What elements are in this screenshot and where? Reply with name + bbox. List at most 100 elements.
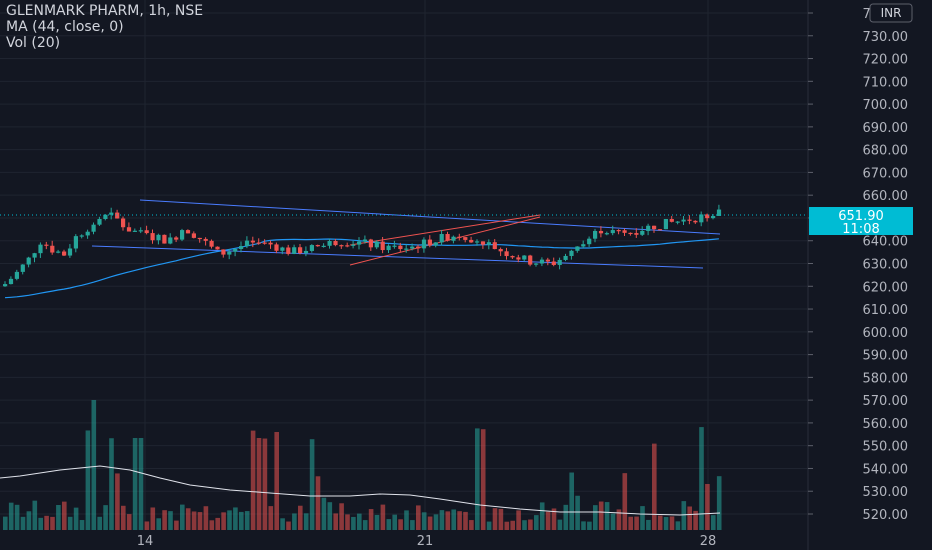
candle[interactable] <box>56 249 61 254</box>
candle[interactable] <box>227 248 232 260</box>
candle[interactable] <box>26 256 31 268</box>
candle[interactable] <box>156 233 161 245</box>
candle[interactable] <box>374 240 379 250</box>
candle[interactable] <box>687 215 692 225</box>
candle[interactable] <box>244 236 250 249</box>
candle[interactable] <box>433 242 438 248</box>
candle[interactable] <box>138 227 143 234</box>
candle[interactable] <box>85 229 90 239</box>
candle[interactable] <box>675 221 680 225</box>
price-axis[interactable]: 520.00 530.00 540.00 550.00 560.00 570.00 580.… <box>808 7 908 523</box>
candle[interactable] <box>215 246 220 250</box>
candle[interactable] <box>14 269 19 281</box>
candle[interactable] <box>209 239 214 249</box>
candle[interactable] <box>557 257 562 270</box>
candle[interactable] <box>469 236 474 243</box>
candle[interactable] <box>534 262 539 267</box>
candle[interactable] <box>274 242 279 254</box>
candle[interactable] <box>545 257 550 266</box>
candle[interactable] <box>427 235 432 248</box>
candle[interactable] <box>657 229 663 231</box>
candle[interactable] <box>174 236 179 243</box>
candle[interactable] <box>203 237 208 246</box>
candle[interactable] <box>233 248 238 257</box>
trendlines[interactable] <box>91 199 721 269</box>
candle[interactable] <box>327 238 332 249</box>
candle[interactable] <box>622 228 627 237</box>
candle[interactable] <box>321 243 326 248</box>
candle[interactable] <box>185 229 191 234</box>
candle[interactable] <box>121 216 126 231</box>
candle[interactable] <box>132 228 137 232</box>
candle[interactable] <box>475 239 480 246</box>
candle[interactable] <box>516 254 521 263</box>
candle[interactable] <box>286 244 291 256</box>
candle[interactable] <box>303 246 309 257</box>
currency-badge[interactable]: INR <box>869 3 913 23</box>
candle[interactable] <box>262 239 267 245</box>
candle[interactable] <box>634 228 639 238</box>
candle[interactable] <box>610 225 615 236</box>
candle[interactable] <box>416 244 421 254</box>
candle[interactable] <box>268 240 273 249</box>
candle[interactable] <box>663 218 668 230</box>
candle[interactable] <box>3 281 8 287</box>
candle[interactable] <box>362 235 368 244</box>
candle[interactable] <box>616 229 621 235</box>
candle[interactable] <box>109 207 114 220</box>
candle[interactable] <box>44 241 49 250</box>
candle[interactable] <box>197 237 202 243</box>
candle[interactable] <box>445 231 450 242</box>
candle[interactable] <box>569 249 574 260</box>
candle[interactable] <box>191 231 196 239</box>
candle[interactable] <box>50 240 55 255</box>
candle[interactable] <box>150 229 155 244</box>
candles[interactable] <box>3 204 722 287</box>
candle[interactable] <box>593 228 598 243</box>
candle[interactable] <box>333 238 338 247</box>
ma-indicator-label[interactable]: MA (44, close, 0) <box>6 19 124 35</box>
candle[interactable] <box>539 257 545 267</box>
candle[interactable] <box>73 234 78 253</box>
candle[interactable] <box>221 249 226 258</box>
candle[interactable] <box>315 244 320 247</box>
candle[interactable] <box>492 239 497 250</box>
candle[interactable] <box>398 242 403 252</box>
candle[interactable] <box>32 252 37 263</box>
candle[interactable] <box>345 242 350 248</box>
candle[interactable] <box>79 234 84 239</box>
candle[interactable] <box>498 247 503 257</box>
candle[interactable] <box>115 209 120 219</box>
candle[interactable] <box>705 213 710 222</box>
candle[interactable] <box>716 204 722 216</box>
candle[interactable] <box>292 244 297 255</box>
symbol-title[interactable]: GLENMARK PHARM, 1h, NSE <box>6 3 204 19</box>
candle[interactable] <box>504 247 509 260</box>
candle[interactable] <box>669 215 674 223</box>
candle[interactable] <box>404 244 409 253</box>
candle[interactable] <box>97 216 102 226</box>
candle[interactable] <box>392 240 397 249</box>
candle[interactable] <box>339 244 344 249</box>
candle[interactable] <box>693 220 698 224</box>
candle[interactable] <box>8 276 14 285</box>
candle[interactable] <box>103 214 108 221</box>
candle[interactable] <box>380 236 385 254</box>
candle[interactable] <box>439 229 444 246</box>
candle[interactable] <box>351 240 356 249</box>
time-axis[interactable]: 14 21 28 <box>137 534 717 549</box>
candle[interactable] <box>598 226 604 238</box>
candle[interactable] <box>280 246 285 255</box>
trendline[interactable] <box>91 245 704 269</box>
candle[interactable] <box>126 222 132 232</box>
candle[interactable] <box>640 226 645 237</box>
candle[interactable] <box>298 243 303 255</box>
candle[interactable] <box>180 228 185 242</box>
candle[interactable] <box>168 233 173 245</box>
trendline[interactable] <box>349 216 541 266</box>
candle[interactable] <box>239 241 244 253</box>
candle[interactable] <box>410 243 415 251</box>
candle[interactable] <box>457 233 462 241</box>
candle[interactable] <box>250 236 255 248</box>
